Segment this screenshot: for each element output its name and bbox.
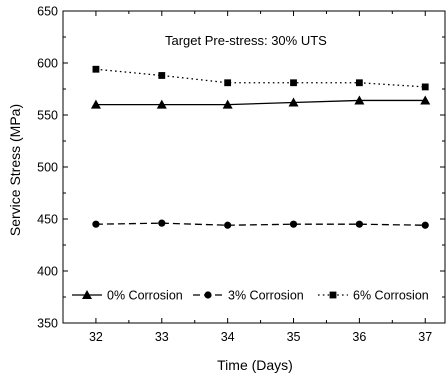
- legend-label: 0% Corrosion: [107, 289, 183, 303]
- data-point: [158, 219, 166, 227]
- data-point: [222, 99, 233, 109]
- x-tick-label: 33: [155, 330, 169, 344]
- series-line: [95, 222, 426, 226]
- data-point: [158, 72, 166, 79]
- series-layer: [90, 65, 431, 229]
- data-point: [289, 220, 298, 228]
- data-point: [354, 95, 365, 105]
- series-triangle: [90, 95, 431, 109]
- legend-marker: [204, 291, 212, 299]
- legend: 0% Corrosion 3% Corrosion 6% Corrosion: [72, 289, 429, 303]
- data-point: [156, 99, 167, 109]
- data-point: [90, 99, 101, 109]
- y-axis-label: Service Stress (MPa): [7, 104, 23, 236]
- x-tick-label: 36: [352, 330, 366, 344]
- data-point: [92, 65, 100, 73]
- data-point: [290, 79, 297, 87]
- y-tick-label: 550: [37, 109, 58, 123]
- data-point: [355, 220, 363, 228]
- y-tick-label: 650: [37, 5, 58, 19]
- legend-item: 0% Corrosion: [72, 289, 183, 303]
- x-tick-label: 35: [287, 330, 301, 344]
- series-square: [92, 65, 429, 91]
- y-tick-label: 400: [37, 265, 58, 279]
- data-point: [420, 95, 431, 105]
- legend-marker: [329, 291, 337, 299]
- x-axis-label: Time (Days): [217, 357, 293, 373]
- x-tick-label: 32: [89, 330, 103, 344]
- y-tick-label: 450: [37, 213, 58, 227]
- series-line: [95, 99, 426, 106]
- legend-item: 6% Corrosion: [318, 289, 429, 303]
- legend-label: 3% Corrosion: [228, 289, 304, 303]
- chart-annotation: Target Pre-stress: 30% UTS: [165, 33, 327, 48]
- y-axis-ticks: 350 400 450 500 550 600 650: [37, 5, 445, 331]
- series-circle: [92, 219, 429, 229]
- data-point: [288, 97, 299, 107]
- x-tick-label: 34: [221, 330, 235, 344]
- legend-marker: [82, 290, 92, 299]
- legend-label: 6% Corrosion: [353, 289, 429, 303]
- y-tick-label: 600: [37, 57, 58, 71]
- data-point: [355, 79, 363, 87]
- data-point: [224, 79, 232, 87]
- legend-item: 3% Corrosion: [193, 289, 304, 303]
- data-point: [224, 221, 232, 229]
- y-tick-label: 350: [37, 317, 58, 331]
- plot-frame: [62, 10, 446, 324]
- y-tick-label: 500: [37, 161, 58, 175]
- data-point: [421, 221, 429, 229]
- series-line: [95, 68, 426, 88]
- x-tick-label: 37: [418, 330, 432, 344]
- x-axis-ticks: 32 33 34 35 36 37: [89, 11, 432, 344]
- data-point: [92, 220, 100, 228]
- data-point: [421, 83, 429, 91]
